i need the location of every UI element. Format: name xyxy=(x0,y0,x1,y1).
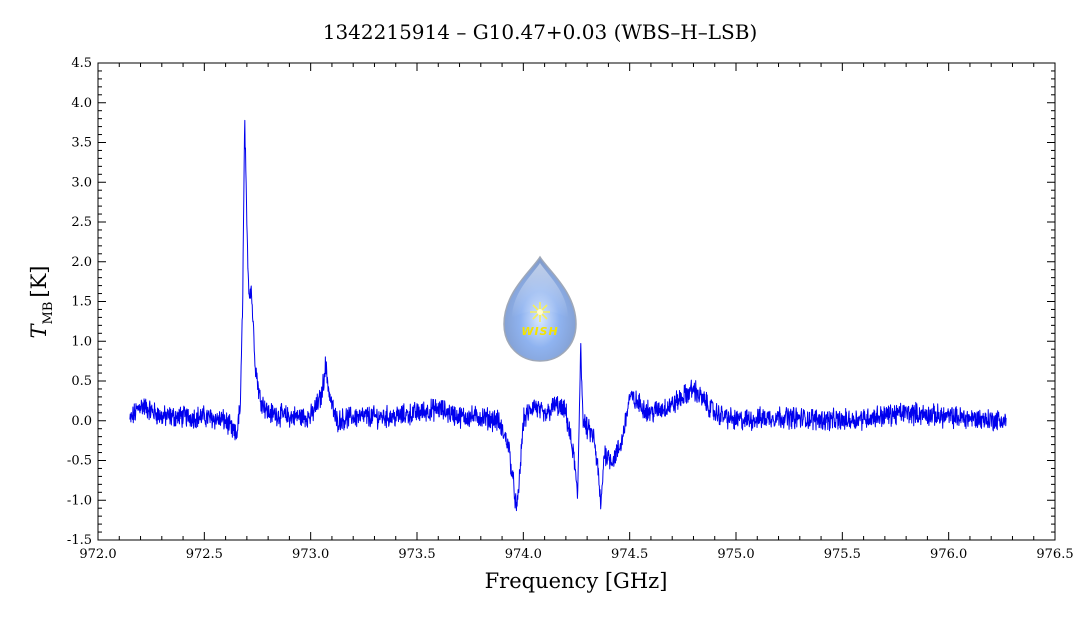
y-tick-label: 1.0 xyxy=(71,334,92,349)
chart-title: 1342215914 – G10.47+0.03 (WBS–H–LSB) xyxy=(323,20,758,44)
x-tick-label: 976.5 xyxy=(1036,547,1073,562)
x-tick-labels: 972.0 972.5 973.0 973.5 974.0 974.5 975.0 975.5… xyxy=(79,547,1073,562)
x-tick-label: 973.0 xyxy=(292,547,329,562)
y-tick-label: -0.5 xyxy=(67,454,92,469)
y-axis-label: TMB[K] xyxy=(27,266,56,339)
x-tick-label: 975.0 xyxy=(717,547,754,562)
x-tick-label: 972.0 xyxy=(79,547,116,562)
x-tick-label: 974.0 xyxy=(505,547,542,562)
y-tick-label: 2.0 xyxy=(71,255,92,270)
y-tick-label: 4.5 xyxy=(71,56,92,71)
y-tick-label: -1.5 xyxy=(67,533,92,548)
y-tick-label: 3.5 xyxy=(71,136,92,151)
axis-ticks xyxy=(97,62,1056,541)
y-tick-label: 2.5 xyxy=(71,215,92,230)
y-tick-labels: -1.5 -1.0 -0.5 0.0 0.5 1.0 1.5 2.0 2.5 3.0 3.5 4.0 4… xyxy=(67,56,92,548)
y-tick-label: 0.0 xyxy=(71,414,92,429)
x-tick-label: 973.5 xyxy=(398,547,435,562)
x-tick-label: 975.5 xyxy=(824,547,861,562)
logo-text: WISH xyxy=(521,325,558,338)
x-tick-label: 972.5 xyxy=(186,547,223,562)
x-tick-label: 974.5 xyxy=(611,547,648,562)
y-tick-label: 4.0 xyxy=(71,96,92,111)
x-axis-label: Frequency [GHz] xyxy=(485,569,668,593)
y-tick-label: 0.5 xyxy=(71,374,92,389)
spectrum-line xyxy=(129,119,1007,512)
y-tick-label: 1.5 xyxy=(71,295,92,310)
wish-logo: WISH xyxy=(503,255,577,362)
x-tick-label: 976.0 xyxy=(930,547,967,562)
y-tick-label: 3.0 xyxy=(71,175,92,190)
plot-frame xyxy=(97,62,1056,541)
y-tick-label: -1.0 xyxy=(67,493,92,508)
